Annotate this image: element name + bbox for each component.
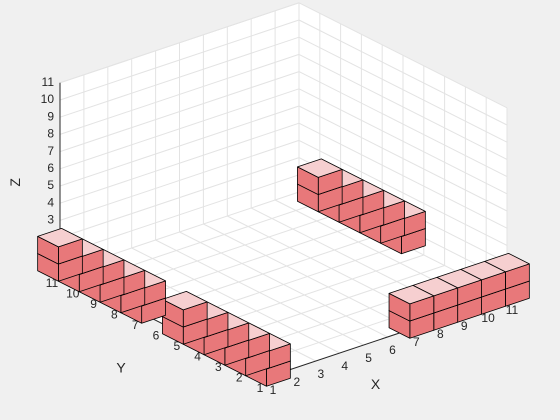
y-tick-label: 3 [215,360,222,374]
voxel-top-face [162,290,208,311]
voxel-top-face [37,227,83,248]
grid-line [59,19,300,101]
grid-line [59,122,300,204]
z-axis-label: Z [7,178,23,187]
grid-line [59,88,300,170]
grid-line [59,71,300,153]
grid-line [59,53,300,135]
grid-line [298,105,508,212]
grid-line [59,105,300,187]
z-tick-label: 8 [47,127,54,141]
grid-line [59,174,300,256]
grid-line [298,36,508,143]
x-axis-label: X [371,376,381,392]
x-tick-label: 10 [481,311,495,325]
x-tick-label: 5 [365,351,372,365]
voxel-cube [297,158,343,195]
z-tick-label: 9 [47,109,54,123]
y-tick-label: 4 [194,350,201,364]
grid-line [298,2,508,109]
z-tick-label: 11 [42,75,55,89]
y-tick-label: 7 [132,318,139,332]
x-tick-label: 3 [317,367,324,381]
voxel-top-face [388,284,435,305]
y-tick-label: 9 [90,297,97,311]
grid-line [298,71,508,178]
grid-line [298,88,508,195]
grid-line [59,36,300,118]
z-tick-label: 10 [41,92,55,106]
y-tick-label: 1 [257,381,264,395]
z-tick-label: 3 [47,213,54,227]
z-tick-label: 6 [47,161,54,175]
x-tick-label: 6 [389,343,396,357]
voxel-cube [388,284,435,322]
z-tick-label: 5 [47,178,54,192]
grid-line [59,139,300,221]
z-tick-label: 4 [47,195,54,209]
voxel-top-face [297,158,343,178]
tick-labels: 123456789101112345678910111234567891011 [41,75,519,397]
grid-line [298,122,508,229]
x-tick-label: 4 [341,359,348,373]
x-tick-label: 7 [413,335,420,349]
voxel-cube [37,227,83,265]
y-tick-label: 8 [111,308,118,322]
voxel-cubes [37,158,530,387]
grid-line [298,139,508,246]
x-tick-label: 2 [294,375,301,389]
y-tick-label: 2 [236,371,243,385]
x-tick-label: 9 [461,319,468,333]
voxel-cube [162,290,208,328]
y-axis-label: Y [116,360,126,376]
x-tick-label: 11 [506,303,519,317]
grid-line [59,157,300,239]
grid-line [298,53,508,160]
y-tick-label: 5 [173,339,180,353]
grid-line [298,19,508,126]
x-tick-label: 8 [437,327,444,341]
x-tick-label: 1 [270,383,277,397]
grid-line [59,2,300,84]
z-tick-label: 7 [47,144,54,158]
y-tick-label: 6 [153,329,160,343]
